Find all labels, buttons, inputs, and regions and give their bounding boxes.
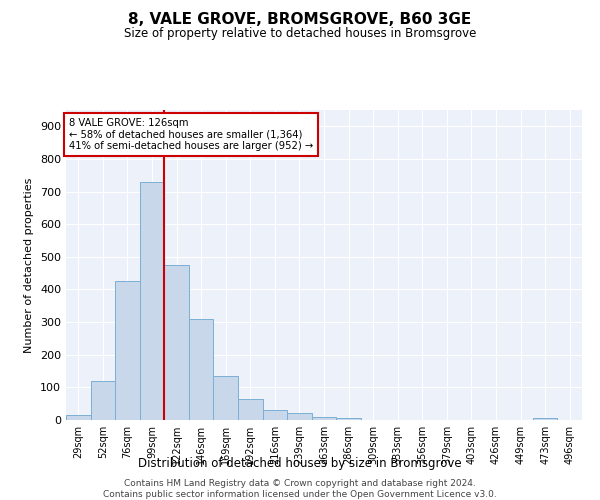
Bar <box>238 399 263 420</box>
Text: 8 VALE GROVE: 126sqm
← 58% of detached houses are smaller (1,364)
41% of semi-de: 8 VALE GROVE: 126sqm ← 58% of detached h… <box>68 118 313 151</box>
Bar <box>336 418 361 420</box>
Y-axis label: Number of detached properties: Number of detached properties <box>25 178 34 352</box>
Bar <box>164 265 189 420</box>
Bar <box>533 418 557 420</box>
Bar <box>140 182 164 420</box>
Bar <box>263 410 287 420</box>
Bar <box>214 376 238 420</box>
Bar <box>115 282 140 420</box>
Text: Contains public sector information licensed under the Open Government Licence v3: Contains public sector information licen… <box>103 490 497 499</box>
Bar <box>189 319 214 420</box>
Text: 8, VALE GROVE, BROMSGROVE, B60 3GE: 8, VALE GROVE, BROMSGROVE, B60 3GE <box>128 12 472 28</box>
Bar <box>287 414 312 420</box>
Text: Contains HM Land Registry data © Crown copyright and database right 2024.: Contains HM Land Registry data © Crown c… <box>124 479 476 488</box>
Text: Size of property relative to detached houses in Bromsgrove: Size of property relative to detached ho… <box>124 28 476 40</box>
Bar <box>312 416 336 420</box>
Text: Distribution of detached houses by size in Bromsgrove: Distribution of detached houses by size … <box>138 458 462 470</box>
Bar <box>91 381 115 420</box>
Bar <box>66 415 91 420</box>
